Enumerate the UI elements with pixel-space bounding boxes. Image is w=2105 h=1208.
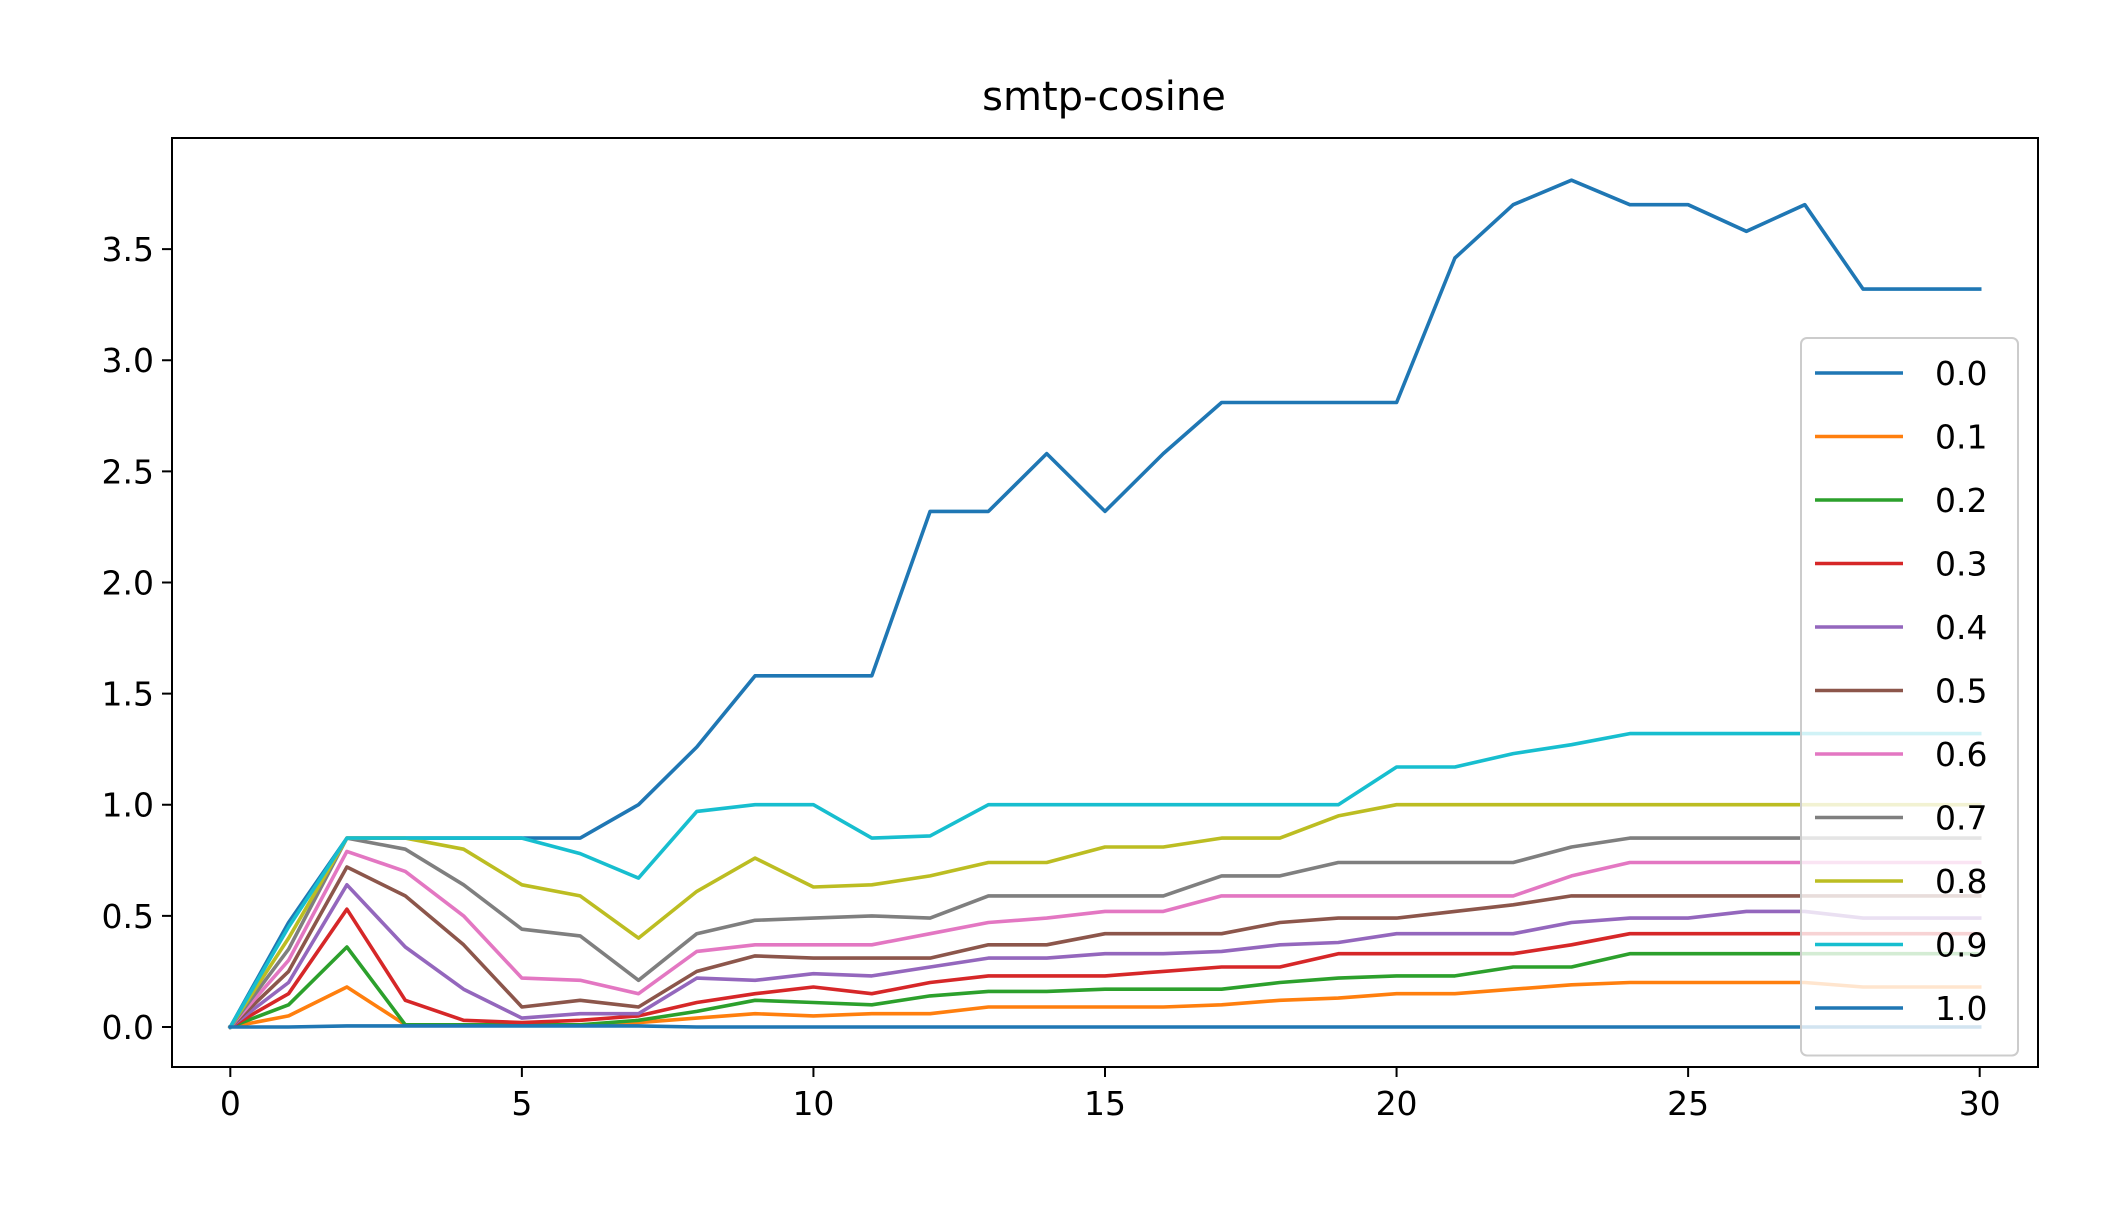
legend-label: 1.0: [1935, 989, 1987, 1028]
x-tick-label: 20: [1376, 1084, 1418, 1123]
legend-label: 0.5: [1935, 672, 1987, 711]
legend-label: 0.9: [1935, 926, 1987, 965]
y-tick-label: 2.0: [102, 563, 154, 602]
y-tick-label: 3.5: [102, 230, 154, 269]
legend-label: 0.4: [1935, 608, 1987, 647]
y-tick-label: 2.5: [102, 452, 154, 491]
x-tick-label: 5: [511, 1084, 532, 1123]
x-tick-label: 25: [1667, 1084, 1709, 1123]
legend-label: 0.1: [1935, 418, 1987, 457]
series-group: [227, 178, 1982, 1030]
y-tick-label: 1.0: [102, 786, 154, 825]
x-tick-label: 30: [1959, 1084, 2001, 1123]
y-tick-label: 3.0: [102, 341, 154, 380]
series-line-0-5: [227, 865, 1982, 1030]
series-line-1-0: [228, 1024, 1982, 1029]
series-line-0-7: [227, 836, 1982, 1030]
y-tick-label: 1.5: [102, 675, 154, 714]
legend-label: 0.0: [1935, 354, 1987, 393]
legend-label: 0.8: [1935, 862, 1987, 901]
legend-label: 0.6: [1935, 735, 1987, 774]
x-tick-label: 15: [1084, 1084, 1126, 1123]
legend-frame: [1800, 337, 2019, 1057]
x-tick-label: 0: [220, 1084, 241, 1123]
y-tick-label: 0.5: [102, 897, 154, 936]
legend-label: 0.3: [1935, 545, 1987, 584]
legend-label: 0.2: [1935, 481, 1987, 520]
y-axis: 0.0 0.5 1.0 1.5 2.0 2.5 3.0 3.5: [102, 230, 172, 1047]
legend-label: 0.7: [1935, 799, 1987, 838]
chart-title: smtp-cosine: [982, 74, 1226, 120]
series-line-0-6: [227, 849, 1982, 1030]
x-axis: 0 5 10 15 20 25 30: [220, 1067, 2001, 1123]
y-tick-label: 0.0: [102, 1008, 154, 1047]
series-line-0-4: [227, 882, 1982, 1030]
series-line-0-3: [227, 907, 1982, 1030]
series-line-0-8: [227, 802, 1982, 1030]
legend: 0.0 0.1 0.2 0.3 0.4 0.5 0.6 0.7 0.8 0.9 1.0: [1800, 337, 2019, 1057]
x-tick-label: 10: [792, 1084, 834, 1123]
series-line-0-9: [227, 731, 1982, 1030]
plot-frame: [171, 137, 2039, 1068]
